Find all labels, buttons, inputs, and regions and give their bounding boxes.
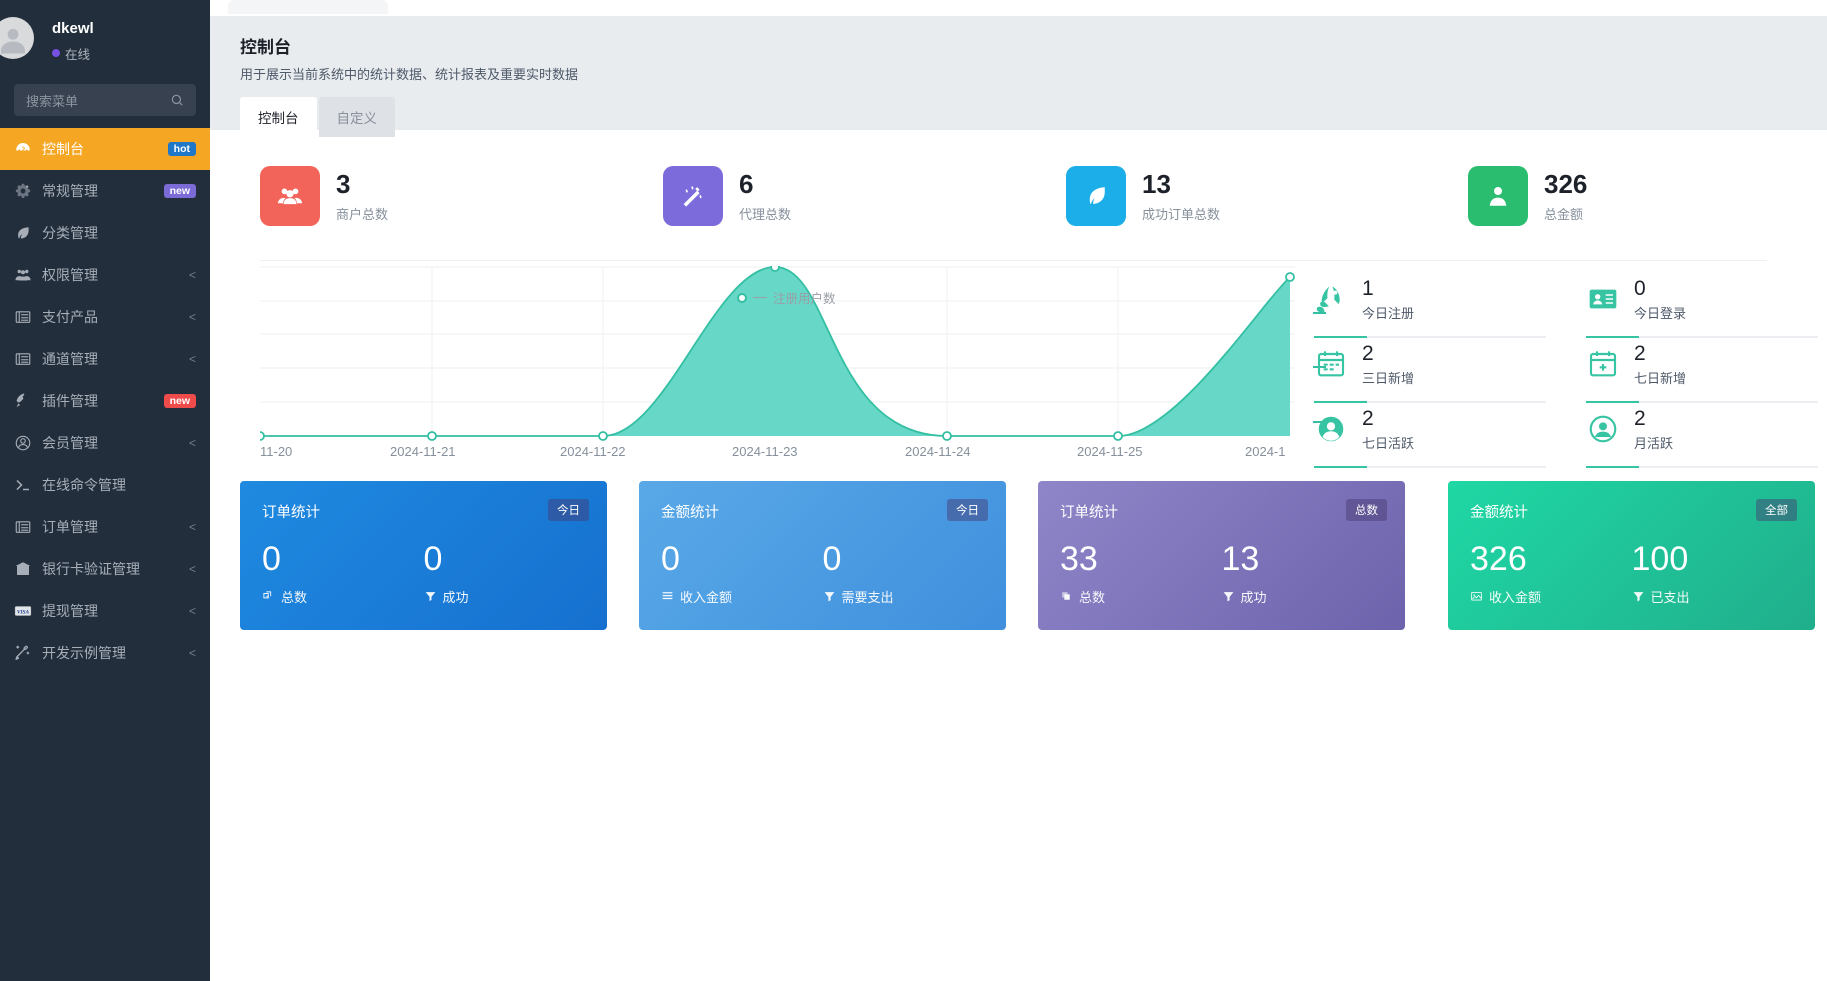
- svg-text:VISA: VISA: [17, 609, 30, 615]
